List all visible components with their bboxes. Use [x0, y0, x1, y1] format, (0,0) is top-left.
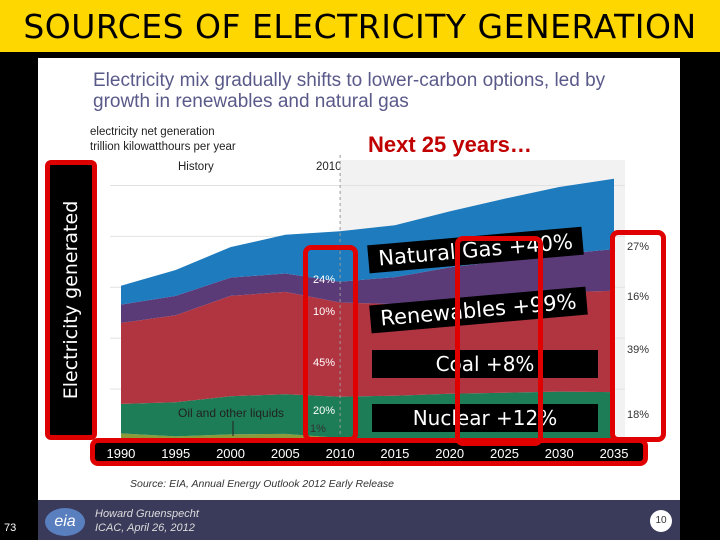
unit-label-2: trillion kilowatthours per year [90, 141, 236, 153]
y-axis-label-box: Electricity generated [45, 160, 97, 440]
next-25-years-label: Next 25 years… [368, 132, 532, 157]
unit-label-1: electricity net generation [90, 126, 215, 138]
slide-title-bar: SOURCES OF ELECTRICITY GENERATION [0, 0, 720, 52]
slide-title: SOURCES OF ELECTRICITY GENERATION [23, 6, 697, 46]
highlight-projection-box [455, 236, 543, 446]
year-marker-label: 2010 [316, 161, 342, 173]
footer-presenter: Howard Gruenspecht ICAC, April 26, 2012 [95, 507, 199, 535]
slide-footer [38, 500, 680, 540]
chart-title-line1: Electricity mix gradually shifts to lowe… [93, 70, 606, 91]
coal-overlay: Coal +8% [372, 350, 598, 378]
nuclear-overlay: Nuclear +12% [372, 404, 598, 432]
chart-title-line2: growth in renewables and natural gas [93, 91, 409, 112]
projections-label: Projections [420, 161, 477, 173]
highlight-2035-box [610, 230, 666, 442]
y-axis-label: Electricity generated [60, 200, 82, 400]
source-note: Source: EIA, Annual Energy Outlook 2012 … [130, 478, 395, 490]
footer-slide-number: 10 [650, 510, 672, 532]
footer-name-line1: Howard Gruenspecht [95, 508, 199, 520]
highlight-2010-box [303, 245, 358, 442]
history-label: History [178, 161, 214, 173]
footer-name-line2: ICAC, April 26, 2012 [95, 522, 195, 534]
highlight-x-axis-box [90, 438, 648, 466]
eia-logo: eia [45, 508, 85, 536]
page-number: 73 [4, 522, 17, 534]
